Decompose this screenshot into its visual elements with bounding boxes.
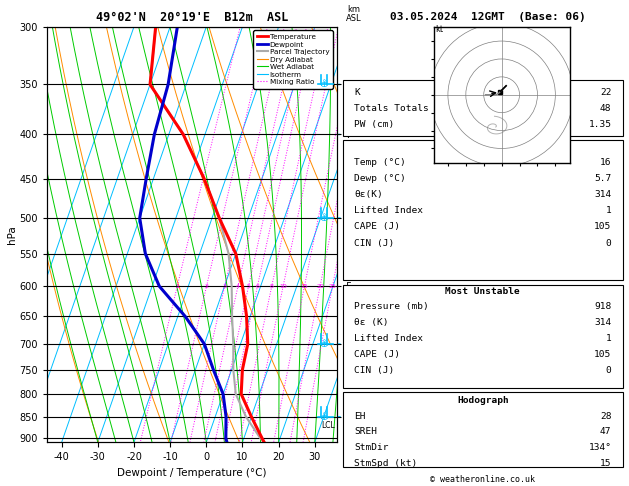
Text: 105: 105 [594, 350, 611, 359]
Text: Hodograph: Hodograph [457, 396, 509, 405]
Text: EH: EH [354, 412, 365, 420]
Text: Lifted Index: Lifted Index [354, 206, 423, 215]
Text: 918: 918 [594, 302, 611, 312]
X-axis label: Dewpoint / Temperature (°C): Dewpoint / Temperature (°C) [117, 468, 267, 478]
Text: StmDir: StmDir [354, 443, 389, 452]
Bar [343, 140, 623, 280]
Text: © weatheronline.co.uk: © weatheronline.co.uk [430, 474, 535, 484]
Text: 47: 47 [600, 428, 611, 436]
Text: ⚓: ⚓ [320, 412, 328, 422]
Text: CIN (J): CIN (J) [354, 366, 394, 375]
Text: 105: 105 [594, 222, 611, 231]
Text: Temp (°C): Temp (°C) [354, 158, 406, 167]
Text: K: K [354, 88, 360, 97]
Text: StmSpd (kt): StmSpd (kt) [354, 459, 417, 468]
Text: Dewp (°C): Dewp (°C) [354, 174, 406, 183]
Title: 49°02'N  20°19'E  B12m  ASL: 49°02'N 20°19'E B12m ASL [96, 11, 288, 24]
Text: 0: 0 [606, 366, 611, 375]
Text: ⚓: ⚓ [320, 213, 328, 223]
Text: 15: 15 [301, 284, 308, 289]
Text: 28: 28 [600, 412, 611, 420]
Text: SREH: SREH [354, 428, 377, 436]
Text: 03.05.2024  12GMT  (Base: 06): 03.05.2024 12GMT (Base: 06) [391, 12, 586, 22]
Text: 1: 1 [606, 206, 611, 215]
Text: 20: 20 [316, 284, 324, 289]
Text: Surface: Surface [463, 142, 503, 151]
Text: 3: 3 [223, 284, 226, 289]
Text: 5: 5 [247, 284, 250, 289]
Text: 0: 0 [606, 239, 611, 247]
Y-axis label: hPa: hPa [7, 225, 17, 244]
Text: Totals Totals: Totals Totals [354, 104, 429, 113]
Text: ⚓: ⚓ [320, 79, 328, 89]
Text: 16: 16 [600, 158, 611, 167]
Text: Lifted Index: Lifted Index [354, 334, 423, 343]
Text: Most Unstable: Most Unstable [445, 287, 520, 296]
Text: ⚓: ⚓ [320, 339, 328, 349]
Text: θε (K): θε (K) [354, 318, 389, 327]
Text: 314: 314 [594, 318, 611, 327]
Text: 22: 22 [600, 88, 611, 97]
Text: 1: 1 [606, 334, 611, 343]
Text: 314: 314 [594, 190, 611, 199]
Text: CIN (J): CIN (J) [354, 239, 394, 247]
Text: 6: 6 [255, 284, 259, 289]
Text: 8: 8 [270, 284, 274, 289]
Text: 15: 15 [600, 459, 611, 468]
Text: 5.7: 5.7 [594, 174, 611, 183]
Text: 4: 4 [236, 284, 240, 289]
Bar [343, 80, 623, 136]
Text: CAPE (J): CAPE (J) [354, 222, 400, 231]
Text: PW (cm): PW (cm) [354, 120, 394, 129]
Text: 25: 25 [328, 284, 337, 289]
Text: 1.35: 1.35 [589, 120, 611, 129]
Text: 134°: 134° [589, 443, 611, 452]
Text: Pressure (mb): Pressure (mb) [354, 302, 429, 312]
Text: 1: 1 [175, 284, 179, 289]
Bar [343, 285, 623, 388]
Text: 10: 10 [279, 284, 287, 289]
Legend: Temperature, Dewpoint, Parcel Trajectory, Dry Adiabat, Wet Adiabat, Isotherm, Mi: Temperature, Dewpoint, Parcel Trajectory… [253, 30, 333, 88]
Text: km
ASL: km ASL [346, 4, 362, 22]
Bar [343, 392, 623, 467]
Text: CAPE (J): CAPE (J) [354, 350, 400, 359]
Text: LCL: LCL [321, 421, 335, 430]
Text: θε(K): θε(K) [354, 190, 383, 199]
Text: kt: kt [435, 25, 443, 34]
Text: 48: 48 [600, 104, 611, 113]
Text: 2: 2 [204, 284, 209, 289]
